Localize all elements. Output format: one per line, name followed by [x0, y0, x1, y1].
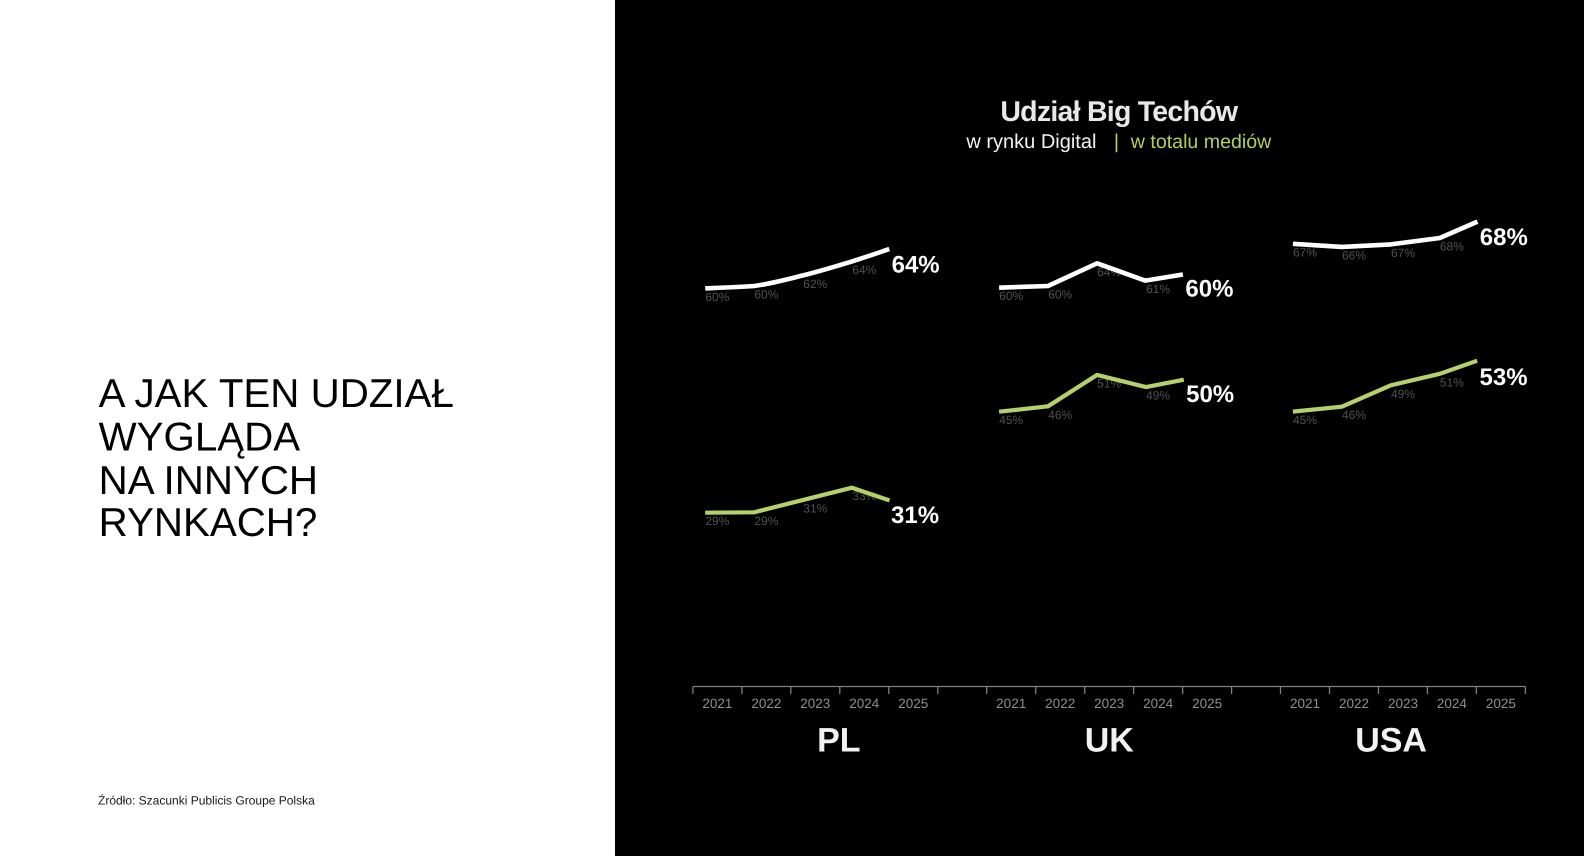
svg-text:50%: 50%	[1186, 381, 1234, 408]
svg-text:2022: 2022	[1045, 696, 1075, 711]
svg-text:46%: 46%	[1048, 408, 1072, 422]
svg-text:60%: 60%	[1048, 288, 1072, 302]
svg-text:60%: 60%	[705, 290, 729, 304]
svg-text:2023: 2023	[1388, 696, 1418, 711]
svg-text:29%: 29%	[754, 514, 778, 528]
svg-text:w totalu mediów: w totalu mediów	[1130, 131, 1272, 153]
svg-text:68%: 68%	[1440, 240, 1464, 254]
svg-text:49%: 49%	[1391, 387, 1415, 401]
svg-text:2024: 2024	[1437, 696, 1468, 711]
svg-text:66%: 66%	[1342, 248, 1366, 262]
svg-text:31%: 31%	[803, 502, 827, 516]
svg-text:49%: 49%	[1146, 389, 1170, 403]
svg-text:2023: 2023	[1094, 696, 1124, 711]
svg-text:61%: 61%	[1146, 282, 1170, 296]
svg-text:Źródło: Szacunki Publicis Grou: Źródło: Szacunki Publicis Groupe Polska	[98, 794, 315, 808]
svg-text:64%: 64%	[852, 263, 876, 277]
svg-text:29%: 29%	[705, 514, 729, 528]
svg-text:WYGLĄDA: WYGLĄDA	[99, 415, 301, 460]
svg-text:UK: UK	[1085, 722, 1135, 760]
svg-text:Udział Big Techów: Udział Big Techów	[1000, 96, 1238, 128]
svg-text:2024: 2024	[1143, 696, 1174, 711]
svg-text:USA: USA	[1355, 722, 1427, 760]
svg-text:62%: 62%	[803, 277, 827, 291]
svg-text:RYNKACH?: RYNKACH?	[99, 500, 318, 545]
svg-text:31%: 31%	[891, 502, 939, 529]
svg-text:2025: 2025	[898, 696, 928, 711]
svg-text:2025: 2025	[1486, 696, 1516, 711]
svg-text:60%: 60%	[999, 289, 1023, 303]
svg-text:2023: 2023	[800, 696, 830, 711]
svg-text:45%: 45%	[1293, 413, 1317, 427]
svg-text:67%: 67%	[1293, 245, 1317, 259]
svg-text:w rynku Digital: w rynku Digital	[965, 131, 1096, 153]
svg-text:2021: 2021	[996, 696, 1026, 711]
svg-text:NA INNYCH: NA INNYCH	[99, 458, 318, 503]
svg-text:53%: 53%	[1480, 364, 1528, 391]
svg-text:2025: 2025	[1192, 696, 1222, 711]
svg-text:2024: 2024	[849, 696, 880, 711]
svg-text:45%: 45%	[999, 413, 1023, 427]
svg-text:|: |	[1114, 131, 1119, 153]
svg-text:PL: PL	[817, 722, 860, 760]
svg-text:A JAK TEN UDZIAŁ: A JAK TEN UDZIAŁ	[99, 371, 454, 416]
svg-text:60%: 60%	[1185, 276, 1233, 303]
svg-text:64%: 64%	[892, 251, 940, 278]
svg-text:2021: 2021	[1290, 696, 1320, 711]
svg-text:60%: 60%	[754, 288, 778, 302]
svg-text:2022: 2022	[1339, 696, 1369, 711]
svg-text:2021: 2021	[702, 696, 732, 711]
svg-text:51%: 51%	[1440, 375, 1464, 389]
svg-text:67%: 67%	[1391, 246, 1415, 260]
svg-text:68%: 68%	[1480, 224, 1528, 251]
svg-text:46%: 46%	[1342, 408, 1366, 422]
svg-text:2022: 2022	[751, 696, 781, 711]
